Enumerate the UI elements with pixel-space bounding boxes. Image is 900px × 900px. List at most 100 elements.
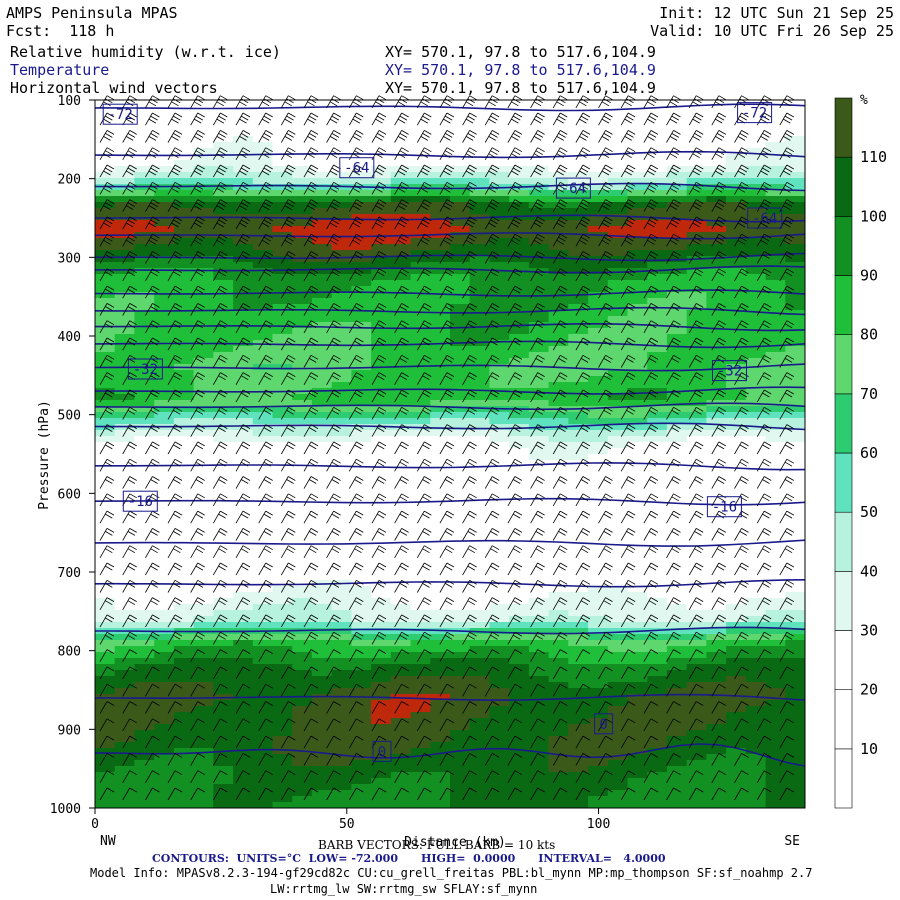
rh-cell — [233, 550, 254, 557]
rh-cell — [528, 616, 550, 623]
rh-cell — [765, 490, 786, 497]
rh-cell — [588, 418, 609, 425]
rh-cell — [607, 148, 628, 155]
rh-cell — [706, 208, 727, 215]
rh-cell — [588, 400, 609, 407]
rh-cell — [607, 604, 628, 611]
wind-barb — [348, 406, 364, 420]
rh-cell — [134, 532, 155, 539]
rh-cell — [627, 250, 648, 257]
temperature-contour-line — [95, 322, 806, 332]
wind-barb — [348, 112, 364, 126]
rh-cell — [627, 358, 648, 365]
rh-cell — [311, 262, 333, 269]
rh-cell — [272, 586, 293, 593]
rh-cell — [607, 538, 628, 545]
rh-cell — [528, 202, 550, 209]
rh-cell — [627, 760, 648, 767]
rh-cell — [706, 346, 727, 353]
rh-cell — [410, 184, 431, 191]
rh-cell — [292, 778, 313, 785]
rh-cell — [745, 520, 766, 527]
rh-cell — [351, 148, 372, 155]
rh-cell — [134, 736, 155, 743]
rh-cell — [469, 298, 490, 305]
rh-cell — [331, 370, 352, 377]
rh-cell — [311, 472, 333, 479]
rh-cell — [311, 658, 333, 665]
rh-cell — [666, 382, 688, 389]
wind-barb — [212, 476, 228, 489]
rh-cell — [213, 430, 234, 437]
rh-cell — [272, 664, 293, 671]
rh-cell — [134, 592, 155, 599]
rh-cell — [292, 484, 313, 491]
wind-barb — [711, 389, 726, 403]
rh-cell — [706, 592, 727, 599]
rh-cell — [666, 340, 688, 347]
rh-cell — [548, 574, 569, 581]
rh-cell — [292, 508, 313, 515]
rh-cell — [114, 754, 135, 761]
rh-cell — [351, 628, 372, 635]
rh-cell — [627, 418, 648, 425]
wind-barb — [552, 268, 568, 282]
temperature-contour-line — [95, 462, 806, 471]
rh-cell — [785, 742, 806, 749]
rh-cell — [331, 472, 352, 479]
rh-cell — [726, 712, 747, 719]
rh-cell — [292, 208, 313, 215]
rh-cell — [706, 622, 727, 629]
rh-cell — [410, 208, 431, 215]
rh-cell — [430, 172, 451, 179]
rh-cell — [548, 682, 569, 689]
wind-barb — [371, 372, 387, 385]
wind-barb — [303, 476, 319, 489]
rh-cell — [607, 202, 628, 209]
rh-cell — [568, 388, 589, 395]
rh-cell — [607, 346, 628, 353]
rh-cell — [607, 190, 628, 197]
rh-cell — [371, 652, 392, 659]
rh-cell — [450, 412, 471, 419]
rh-cell — [252, 190, 273, 197]
rh-cell — [528, 190, 550, 197]
rh-cell — [95, 724, 116, 731]
rh-cell — [509, 736, 530, 743]
rh-cell — [292, 478, 313, 485]
rh-cell — [311, 424, 333, 431]
rh-cell — [627, 694, 648, 701]
rh-cell — [331, 238, 352, 245]
rh-cell — [371, 346, 392, 353]
wind-barb — [620, 268, 636, 282]
rh-cell — [726, 304, 747, 311]
wind-barb — [530, 406, 545, 420]
rh-cell — [410, 772, 431, 779]
rh-cell — [134, 352, 155, 359]
rh-cell — [607, 574, 628, 581]
rh-cell — [430, 694, 451, 701]
rh-cell — [686, 304, 707, 311]
rh-cell — [331, 568, 352, 575]
wind-barb — [711, 406, 726, 420]
rh-cell — [706, 706, 727, 713]
rh-cell — [706, 748, 727, 755]
rh-cell — [371, 550, 392, 557]
rh-cell — [213, 718, 234, 725]
rh-cell — [706, 784, 727, 791]
wind-barb — [462, 424, 477, 437]
rh-cell — [371, 280, 392, 287]
rh-cell — [450, 142, 471, 149]
rh-cell — [627, 490, 648, 497]
rh-cell — [706, 508, 727, 515]
rh-cell — [450, 352, 471, 359]
wind-barb — [371, 181, 387, 195]
rh-cell — [745, 322, 766, 329]
rh-cell — [193, 466, 214, 473]
rh-cell — [509, 166, 530, 173]
rh-cell — [95, 430, 116, 437]
rh-cell — [509, 256, 530, 263]
rh-cell — [134, 604, 155, 611]
rh-cell — [430, 124, 451, 131]
rh-cell — [410, 658, 431, 665]
